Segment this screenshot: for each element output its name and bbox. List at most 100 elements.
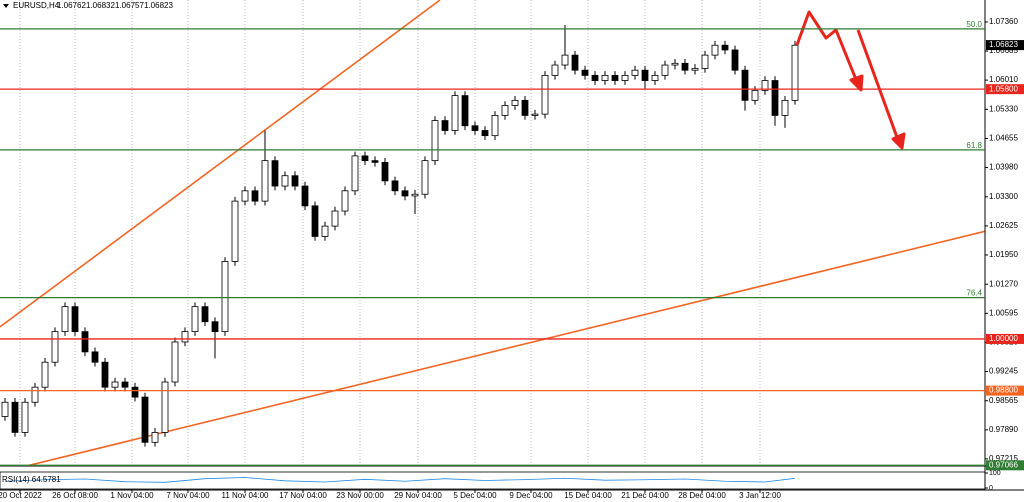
y-tick-label: 1.03980 xyxy=(989,163,1018,172)
candle-body xyxy=(221,261,229,333)
candle-body xyxy=(231,200,239,262)
candle-body xyxy=(431,120,439,162)
candle-body xyxy=(791,44,799,101)
header-high: 1.06832 xyxy=(86,1,115,10)
candle-body xyxy=(781,99,789,116)
candle-body xyxy=(241,190,249,202)
y-tick-label: 0.99245 xyxy=(989,367,1018,376)
y-tick-label: 1.04655 xyxy=(989,134,1018,143)
candle-body xyxy=(291,175,299,187)
candle-body xyxy=(31,386,39,403)
level-label: 76.4 xyxy=(966,289,982,298)
x-tick-label: 11 Nov 04:00 xyxy=(222,491,270,500)
candle-body xyxy=(131,386,139,398)
x-tick-label: 7 Nov 04:00 xyxy=(166,491,210,500)
candle-body xyxy=(751,90,759,101)
x-tick-label: 26 Oct 08:00 xyxy=(52,491,98,500)
menu-icon xyxy=(3,4,9,8)
x-tick-label: 3 Jan 12:00 xyxy=(739,491,781,500)
candle-body xyxy=(631,69,639,76)
candle-body xyxy=(511,99,519,106)
candle-body xyxy=(41,361,49,388)
candle-body xyxy=(691,68,699,71)
candle-body xyxy=(141,396,149,443)
candle-body xyxy=(761,80,769,91)
x-tick-label: 23 Nov 00:00 xyxy=(336,491,384,500)
candle-body xyxy=(441,120,449,131)
candle-body xyxy=(481,130,489,137)
candle-body xyxy=(61,306,69,333)
x-tick-label: 21 Dec 04:00 xyxy=(621,491,669,500)
candle-body xyxy=(391,180,399,192)
candle-body xyxy=(681,62,689,71)
candle-body xyxy=(541,74,549,115)
candle-body xyxy=(1,401,9,417)
candle-body xyxy=(171,341,179,383)
candle-body xyxy=(661,64,669,76)
x-tick-label: 5 Dec 04:00 xyxy=(453,491,497,500)
level-label: 61.8 xyxy=(966,141,982,150)
last-price-label: 1.06823 xyxy=(989,40,1018,49)
candle-body xyxy=(321,225,329,237)
candle-body xyxy=(21,401,29,433)
price-tag xyxy=(986,84,1024,95)
candle-body xyxy=(51,331,59,363)
y-tick-label: 1.07360 xyxy=(989,17,1018,26)
y-tick-label: 1.03300 xyxy=(989,192,1018,201)
last-price-tag xyxy=(986,40,1024,51)
y-tick-label: 1.05330 xyxy=(989,105,1018,114)
rsi-panel xyxy=(0,471,986,490)
header-low: 1.06757 xyxy=(115,1,144,10)
forecast-path xyxy=(795,10,859,83)
candle-body xyxy=(721,44,729,51)
candle-body xyxy=(121,381,129,388)
rsi-label: RSI(14) 64.5781 xyxy=(2,475,61,484)
candle-body xyxy=(11,401,19,433)
y-tick-label: 0.97890 xyxy=(989,425,1018,434)
candle-body xyxy=(301,185,309,207)
candle-body xyxy=(261,160,269,202)
candle-body xyxy=(331,210,339,227)
y-tick-label: 1.06010 xyxy=(989,75,1018,84)
candle-body xyxy=(611,74,619,81)
candle-body xyxy=(271,160,279,187)
candle-body xyxy=(101,361,109,388)
candle-body xyxy=(401,190,409,197)
candle-body xyxy=(711,44,719,56)
price-tag-label: 0.98800 xyxy=(989,386,1018,395)
candle-body xyxy=(371,160,379,163)
candle-body xyxy=(531,113,539,116)
candle-body xyxy=(471,125,479,131)
arrow-head xyxy=(891,132,906,150)
candle-body xyxy=(181,331,189,343)
forecast-path xyxy=(856,29,900,141)
price-tag xyxy=(986,333,1024,344)
candle-body xyxy=(651,74,659,81)
price-tag-label: 0.97066 xyxy=(989,460,1018,469)
candle-body xyxy=(501,105,509,116)
candle-body xyxy=(161,381,169,433)
candle-body xyxy=(251,190,259,202)
price-tag-label: 1.05800 xyxy=(989,84,1018,93)
header-open: 1.06762 xyxy=(57,1,86,10)
candle-body xyxy=(621,74,629,81)
candle-body xyxy=(551,64,559,76)
rsi-tick-label: 0 xyxy=(989,485,993,492)
x-tick-label: 28 Dec 04:00 xyxy=(678,491,726,500)
candle-body xyxy=(311,205,319,237)
candle-body xyxy=(571,54,579,71)
candle-body xyxy=(561,54,569,66)
arrow-head xyxy=(849,74,864,92)
x-tick-label: 1 Nov 04:00 xyxy=(110,491,154,500)
candle-body xyxy=(151,432,159,443)
candle-body xyxy=(671,62,679,66)
candle-body xyxy=(641,69,649,81)
candle-body xyxy=(591,74,599,81)
candle-body xyxy=(581,69,589,76)
header-close: 1.06823 xyxy=(144,1,173,10)
rsi-tick-label: 100 xyxy=(989,470,1001,477)
level-label: 50.0 xyxy=(966,20,982,29)
y-tick-label: 0.97215 xyxy=(989,454,1018,463)
x-tick-label: 20 Oct 2022 xyxy=(0,491,42,500)
price-tag-label: 1.00000 xyxy=(989,334,1018,343)
